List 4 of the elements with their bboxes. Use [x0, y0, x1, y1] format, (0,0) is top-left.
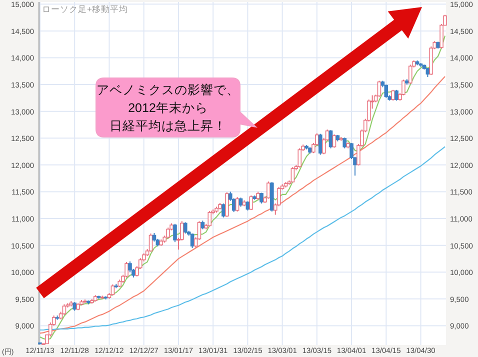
annotation: 日経平均は急上昇！ — [110, 119, 226, 133]
annotation: 2012年末から — [128, 101, 208, 115]
chart-title: ローソク足+移動平均 — [42, 4, 128, 14]
annotation: アベノミクスの影響で、 — [96, 83, 240, 97]
